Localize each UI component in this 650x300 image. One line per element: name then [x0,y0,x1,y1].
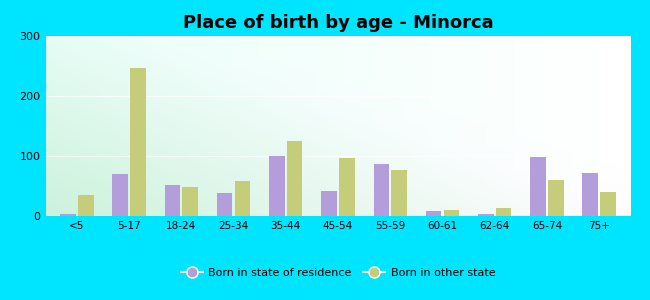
Title: Place of birth by age - Minorca: Place of birth by age - Minorca [183,14,493,32]
Bar [78,195,94,216]
Bar [582,173,598,216]
Bar [130,68,146,216]
Bar [112,174,128,216]
Bar [339,158,355,216]
Bar [478,214,493,216]
Bar [269,156,285,216]
Bar [496,208,512,216]
Legend: Born in state of residence, Born in other state: Born in state of residence, Born in othe… [176,264,500,282]
Bar [600,192,616,216]
Bar [287,141,302,216]
Bar [374,164,389,216]
Bar [530,157,546,216]
Bar [443,210,459,216]
Bar [426,211,441,216]
Bar [235,181,250,216]
Bar [548,180,564,216]
Bar [391,170,407,216]
Bar [183,187,198,216]
Bar [60,214,76,216]
Bar [217,193,233,216]
Bar [164,185,180,216]
Bar [321,191,337,216]
